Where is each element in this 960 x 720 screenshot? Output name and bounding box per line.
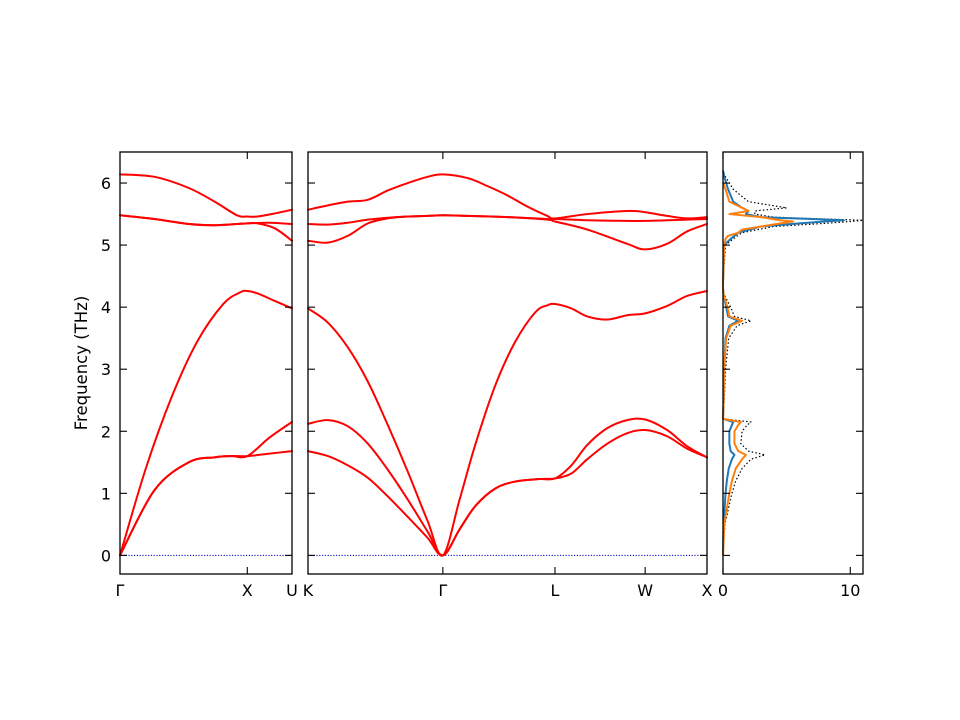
band-panel-gamma-x-u: 0 1 2 3 4 5 6 Γ X U (101, 151, 298, 600)
y-tick-label: 6 (101, 174, 111, 193)
y-tick-label: 4 (101, 298, 111, 317)
band-line-5 (307, 214, 708, 226)
band-line-3 (119, 289, 293, 557)
x-tick-label-2: 10 (840, 581, 860, 600)
x-tick-label-4: W (637, 581, 653, 600)
dos-panel: 0 10 (718, 151, 864, 600)
band-line-4 (119, 214, 293, 227)
x-tick-label-1: K (303, 581, 314, 600)
x-tick-label-3: L (551, 581, 560, 600)
band-line-5 (119, 214, 293, 242)
x-tick-label-3: U (286, 581, 298, 600)
y-tick-label: 0 (101, 546, 111, 565)
dos-line-1 (722, 170, 845, 556)
axes-frame (307, 151, 708, 575)
band-line-6 (307, 173, 708, 220)
x-tick-label-1: Γ (116, 581, 125, 600)
band-line-2 (307, 417, 708, 557)
y-tick-label: 5 (101, 236, 111, 255)
x-tick-label-2: X (242, 581, 253, 600)
y-axis-label: Frequency (THz) (72, 296, 91, 431)
axes-frame (722, 151, 864, 575)
y-tick-label: 1 (101, 484, 111, 503)
dos-line-2 (722, 182, 794, 556)
y-tick-label: 2 (101, 422, 111, 441)
x-tick-label-5: X (702, 581, 713, 600)
axes-frame (119, 151, 293, 575)
dos-line-3 (722, 170, 864, 556)
y-tick-label: 3 (101, 360, 111, 379)
x-tick-label-2: Γ (438, 581, 447, 600)
x-tick-label-1: 0 (718, 581, 728, 600)
band-line-3 (307, 290, 708, 557)
band-line-2 (119, 420, 293, 557)
band-line-6 (119, 173, 293, 218)
band-line-1 (307, 428, 708, 557)
